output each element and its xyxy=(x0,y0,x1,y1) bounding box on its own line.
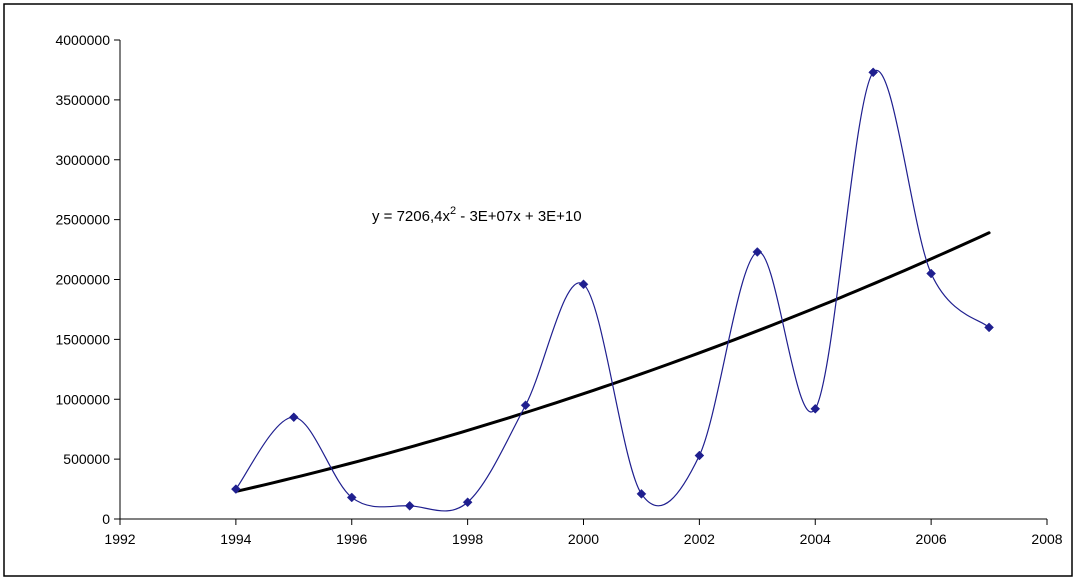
data-point-marker xyxy=(868,67,879,78)
y-tick-label: 0 xyxy=(102,511,110,527)
trendline-equation-exponent: 2 xyxy=(450,205,456,217)
data-point-marker xyxy=(404,500,415,511)
data-point-marker xyxy=(694,450,705,461)
x-tick-label: 1996 xyxy=(336,531,367,547)
y-tick-label: 1000000 xyxy=(55,391,110,407)
y-tick-label: 2000000 xyxy=(55,272,110,288)
axis-tick-labels: 1992 1994 1996 1998 2000 2002 2004 2006 2008 0 500… xyxy=(55,32,1062,547)
data-point-marker xyxy=(346,492,357,503)
y-tick-label: 1500000 xyxy=(55,331,110,347)
x-tick-label: 1998 xyxy=(452,531,483,547)
data-point-marker xyxy=(578,279,589,290)
data-point-marker xyxy=(462,497,473,508)
x-tick-label: 2000 xyxy=(568,531,599,547)
axis-ticks xyxy=(114,39,1048,525)
trendline-equation-suffix: - 3E+07x + 3E+10 xyxy=(456,208,582,225)
chart-frame xyxy=(3,3,1073,577)
x-tick-label: 1992 xyxy=(104,531,135,547)
data-point-marker xyxy=(926,268,936,279)
x-tick-label: 1994 xyxy=(220,531,251,547)
x-tick-label: 2004 xyxy=(800,531,831,547)
x-tick-label: 2006 xyxy=(916,531,947,547)
data-point-marker xyxy=(636,488,647,499)
y-tick-label: 4000000 xyxy=(55,32,110,48)
y-tick-label: 3500000 xyxy=(55,92,110,108)
data-point-marker xyxy=(520,400,531,411)
y-tick-label: 2500000 xyxy=(55,212,110,228)
data-point-marker xyxy=(984,322,994,333)
data-point-marker xyxy=(752,247,763,257)
data-point-marker xyxy=(810,403,821,414)
series-group xyxy=(231,67,994,512)
x-tick-label: 2008 xyxy=(1031,531,1062,547)
data-point-marker xyxy=(231,484,241,494)
x-tick-label: 2002 xyxy=(684,531,715,547)
y-tick-label: 3000000 xyxy=(55,152,110,168)
y-tick-label: 500000 xyxy=(63,451,110,467)
trendline-equation-prefix: y = 7206,4x xyxy=(372,208,450,225)
trendline-equation: y = 7206,4x2 - 3E+07x + 3E+10 xyxy=(372,205,582,225)
data-point-marker xyxy=(288,412,299,423)
